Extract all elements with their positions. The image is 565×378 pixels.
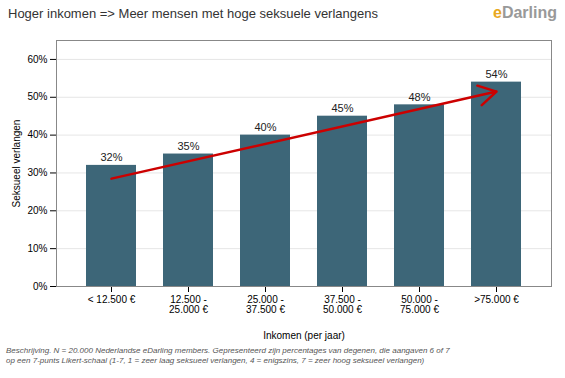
html-text:Hoger inkomen => Meer mensen m: Hoger inkomen => Meer mensen met hoge se… (8, 5, 378, 21)
svg-text:40%: 40% (27, 129, 47, 140)
svg-text:50%: 50% (27, 91, 47, 102)
svg-text:50.000 -75.000 €: 50.000 -75.000 € (400, 294, 439, 315)
svg-text:25.000 -37.500 €: 25.000 -37.500 € (246, 294, 285, 315)
svg-text:< 12.500 €: < 12.500 € (88, 294, 136, 305)
svg-text:35%: 35% (177, 140, 199, 152)
svg-text:45%: 45% (331, 102, 353, 114)
svg-text:30%: 30% (27, 167, 47, 178)
svg-text:48%: 48% (408, 91, 430, 103)
svg-text:32%: 32% (100, 151, 122, 163)
svg-text:60%: 60% (27, 54, 47, 65)
svg-text:Seksueel verlangen: Seksueel verlangen (11, 120, 22, 208)
svg-text:20%: 20% (27, 205, 47, 216)
html-text:Beschrijving. N = 20.000 Neder: Beschrijving. N = 20.000 Nederlandse eDa… (6, 346, 450, 365)
svg-text:0%: 0% (33, 281, 48, 292)
svg-text:10%: 10% (27, 243, 47, 254)
svg-text:40%: 40% (254, 121, 276, 133)
svg-text:Inkomen (per jaar): Inkomen (per jaar) (263, 330, 345, 341)
svg-text:12.500 -25.000 €: 12.500 -25.000 € (169, 294, 208, 315)
svg-text:>75.000 €: >75.000 € (474, 294, 519, 305)
svg-text:54%: 54% (485, 68, 507, 80)
svg-text:37.500 -50.000 €: 37.500 -50.000 € (323, 294, 362, 315)
html-text:e Darling: e Darling (493, 4, 557, 21)
